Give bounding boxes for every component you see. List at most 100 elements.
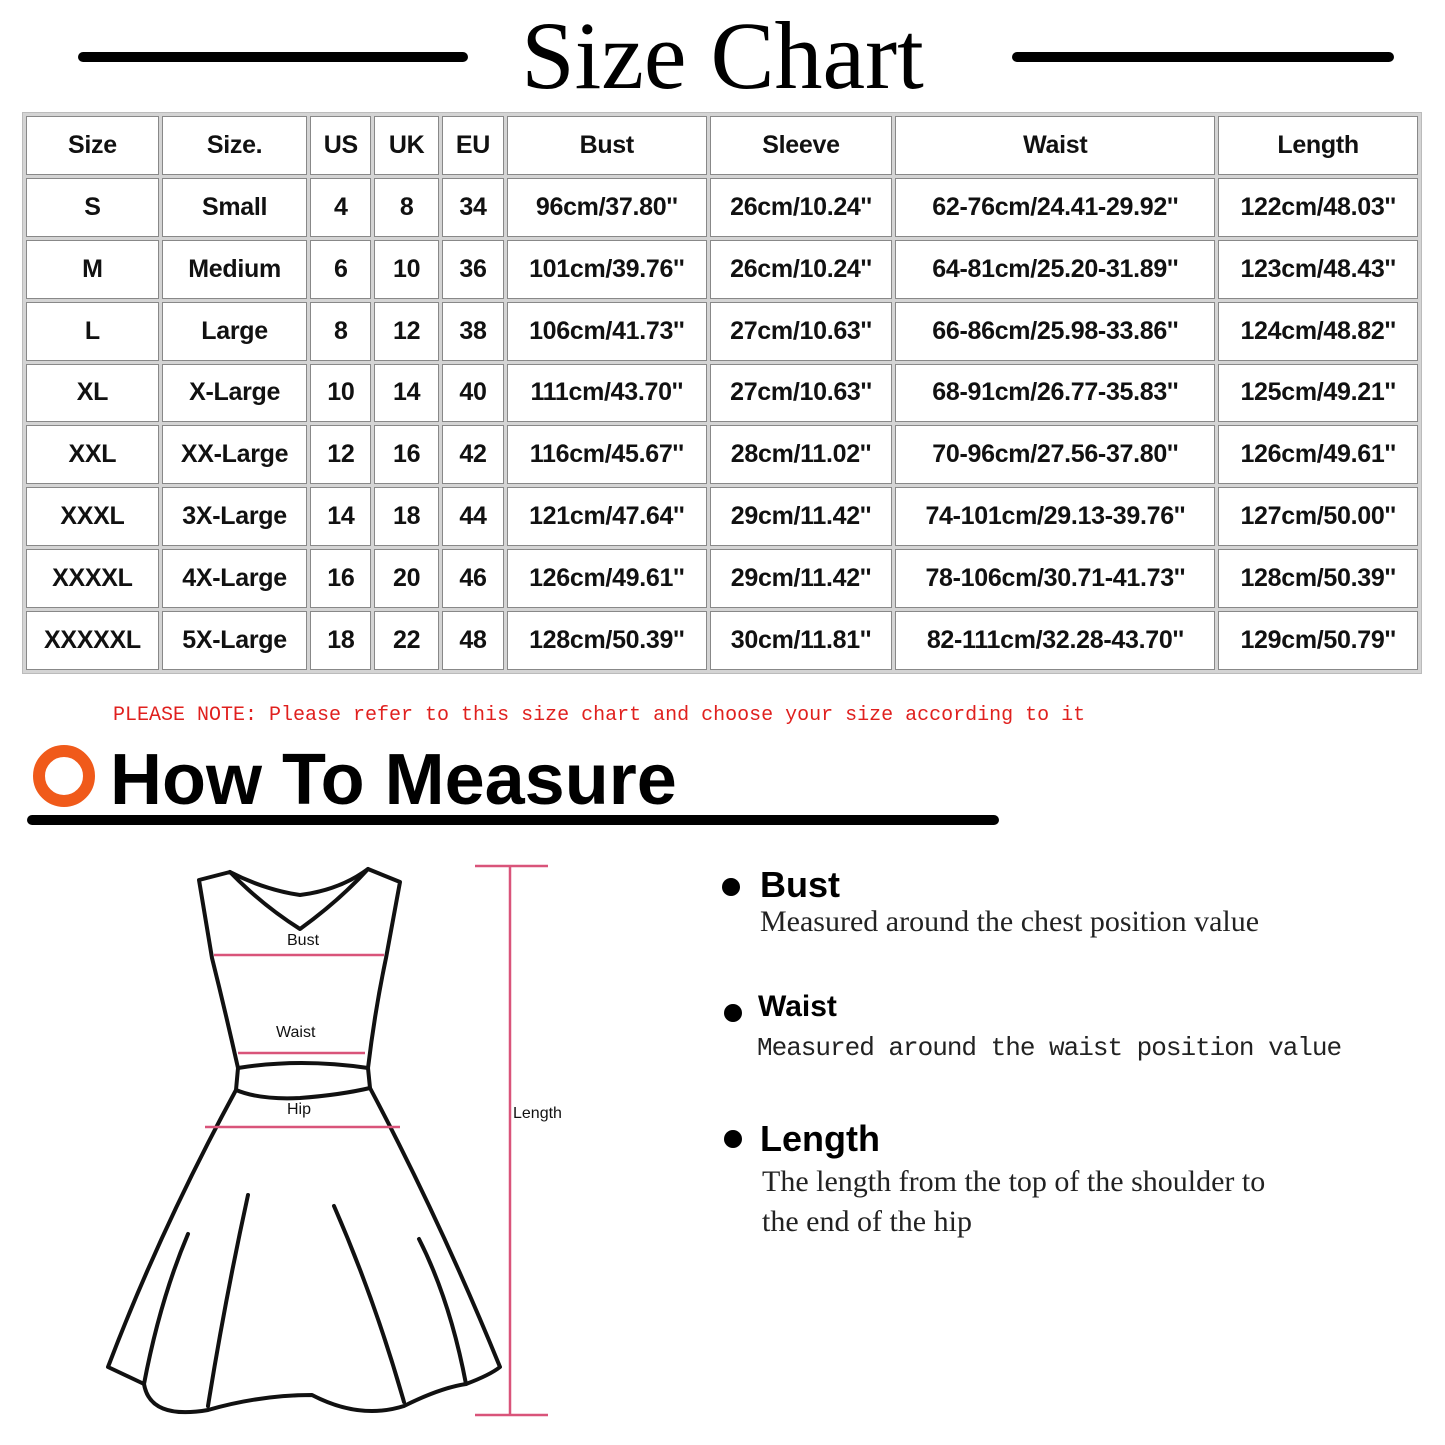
table-cell: 18 bbox=[374, 487, 440, 547]
table-cell: 126cm/49.61'' bbox=[1218, 425, 1418, 485]
table-cell: 10 bbox=[374, 239, 440, 299]
how-to-measure-title: How To Measure bbox=[110, 740, 677, 820]
table-cell: Small bbox=[161, 177, 308, 237]
column-header: Sleeve bbox=[709, 116, 893, 175]
table-cell: S bbox=[26, 177, 159, 237]
length-description-line-1: The length from the top of the shoulder … bbox=[762, 1165, 1266, 1198]
waist-heading: Waist bbox=[758, 990, 837, 1023]
table-row: XXL XX-Large 12 16 42 116cm/45.67'' 28cm/11.02… bbox=[26, 425, 1418, 485]
column-header: EU bbox=[442, 116, 504, 175]
table-cell: 44 bbox=[442, 487, 504, 547]
waist-label: Waist bbox=[276, 1024, 316, 1041]
table-cell: 5X-Large bbox=[161, 611, 308, 670]
table-cell: 18 bbox=[310, 611, 372, 670]
column-header: US bbox=[310, 116, 372, 175]
table-cell: 27cm/10.63'' bbox=[709, 301, 893, 361]
table-cell: 16 bbox=[374, 425, 440, 485]
table-cell: 36 bbox=[442, 239, 504, 299]
bullet-icon bbox=[722, 878, 740, 896]
table-cell: 116cm/45.67'' bbox=[506, 425, 707, 485]
table-cell: 4X-Large bbox=[161, 549, 308, 608]
table-cell: 64-81cm/25.20-31.89'' bbox=[895, 239, 1216, 299]
table-cell: 106cm/41.73'' bbox=[506, 301, 707, 361]
table-cell: 38 bbox=[442, 301, 504, 361]
dress-bodice bbox=[106, 867, 502, 1415]
bust-heading: Bust bbox=[760, 864, 840, 905]
table-cell: 40 bbox=[442, 363, 504, 423]
table-cell: 26cm/10.24'' bbox=[709, 177, 893, 237]
table-cell: 62-76cm/24.41-29.92'' bbox=[895, 177, 1216, 237]
table-cell: 29cm/11.42'' bbox=[709, 487, 893, 547]
table-cell: 30cm/11.81'' bbox=[709, 611, 893, 670]
table-cell: XXXXXL bbox=[26, 611, 159, 670]
skirt-fold bbox=[417, 1237, 468, 1386]
column-header: UK bbox=[374, 116, 440, 175]
dress-neckline bbox=[228, 867, 370, 897]
table-cell: 28cm/11.02'' bbox=[709, 425, 893, 485]
table-row: M Medium 6 10 36 101cm/39.76'' 26cm/10.24'' 64-… bbox=[26, 239, 1418, 299]
waist-description: Measured around the waist position value bbox=[757, 1033, 1342, 1063]
title-rule-left bbox=[78, 52, 468, 62]
table-cell: 22 bbox=[374, 611, 440, 670]
table-row: XXXL 3X-Large 14 18 44 121cm/47.64'' 29cm/11.4… bbox=[26, 487, 1418, 547]
table-cell: 111cm/43.70'' bbox=[506, 363, 707, 423]
table-cell: 6 bbox=[310, 239, 372, 299]
table-cell: 127cm/50.00'' bbox=[1218, 487, 1418, 547]
table-cell: 129cm/50.79'' bbox=[1218, 611, 1418, 670]
table-cell: 12 bbox=[374, 301, 440, 361]
table-cell: Large bbox=[161, 301, 308, 361]
table-cell: 20 bbox=[374, 549, 440, 608]
table-row: L Large 8 12 38 106cm/41.73'' 27cm/10.63'' 66-8… bbox=[26, 301, 1418, 361]
table-cell: 4 bbox=[310, 177, 372, 237]
table-cell: 82-111cm/32.28-43.70'' bbox=[895, 611, 1216, 670]
table-cell: X-Large bbox=[161, 363, 308, 423]
table-cell: 8 bbox=[310, 301, 372, 361]
length-label: Length bbox=[513, 1105, 562, 1122]
table-cell: 66-86cm/25.98-33.86'' bbox=[895, 301, 1216, 361]
table-cell: 101cm/39.76'' bbox=[506, 239, 707, 299]
table-cell: 42 bbox=[442, 425, 504, 485]
length-description-line-2: the end of the hip bbox=[762, 1205, 972, 1238]
bullet-icon bbox=[724, 1130, 742, 1148]
table-cell: 74-101cm/29.13-39.76'' bbox=[895, 487, 1216, 547]
table-cell: 12 bbox=[310, 425, 372, 485]
table-cell: 121cm/47.64'' bbox=[506, 487, 707, 547]
table-cell: XXL bbox=[26, 425, 159, 485]
table-cell: 27cm/10.63'' bbox=[709, 363, 893, 423]
bust-label: Bust bbox=[287, 932, 320, 949]
bullet-icon bbox=[724, 1004, 742, 1022]
skirt-fold bbox=[142, 1232, 190, 1386]
table-cell: XXXXL bbox=[26, 549, 159, 608]
bust-description: Measured around the chest position value bbox=[760, 905, 1260, 938]
table-cell: 26cm/10.24'' bbox=[709, 239, 893, 299]
table-cell: 8 bbox=[374, 177, 440, 237]
table-cell: 10 bbox=[310, 363, 372, 423]
size-table: Size Size. US UK EU Bust Sleeve Waist Length S Sma… bbox=[22, 112, 1422, 674]
column-header: Bust bbox=[506, 116, 707, 175]
title-rule-right bbox=[1012, 52, 1394, 62]
table-cell: 78-106cm/30.71-41.73'' bbox=[895, 549, 1216, 608]
how-to-rule bbox=[27, 815, 999, 825]
column-header: Length bbox=[1218, 116, 1418, 175]
table-row: XL X-Large 10 14 40 111cm/43.70'' 27cm/10.63''… bbox=[26, 363, 1418, 423]
table-cell: 70-96cm/27.56-37.80'' bbox=[895, 425, 1216, 485]
table-cell: XXXL bbox=[26, 487, 159, 547]
table-cell: 29cm/11.42'' bbox=[709, 549, 893, 608]
table-cell: 14 bbox=[310, 487, 372, 547]
table-cell: 123cm/48.43'' bbox=[1218, 239, 1418, 299]
table-cell: 68-91cm/26.77-35.83'' bbox=[895, 363, 1216, 423]
skirt-fold bbox=[332, 1204, 406, 1404]
table-cell: M bbox=[26, 239, 159, 299]
table-cell: XL bbox=[26, 363, 159, 423]
table-cell: 124cm/48.82'' bbox=[1218, 301, 1418, 361]
table-cell: L bbox=[26, 301, 159, 361]
table-cell: Medium bbox=[161, 239, 308, 299]
table-cell: XX-Large bbox=[161, 425, 308, 485]
table-row: S Small 4 8 34 96cm/37.80'' 26cm/10.24'' 62-76c… bbox=[26, 177, 1418, 237]
hip-label: Hip bbox=[287, 1101, 312, 1118]
table-row: XXXXL 4X-Large 16 20 46 126cm/49.61'' 29cm/11.… bbox=[26, 549, 1418, 608]
table-cell: 14 bbox=[374, 363, 440, 423]
column-header: Waist bbox=[895, 116, 1216, 175]
table-cell: 16 bbox=[310, 549, 372, 608]
